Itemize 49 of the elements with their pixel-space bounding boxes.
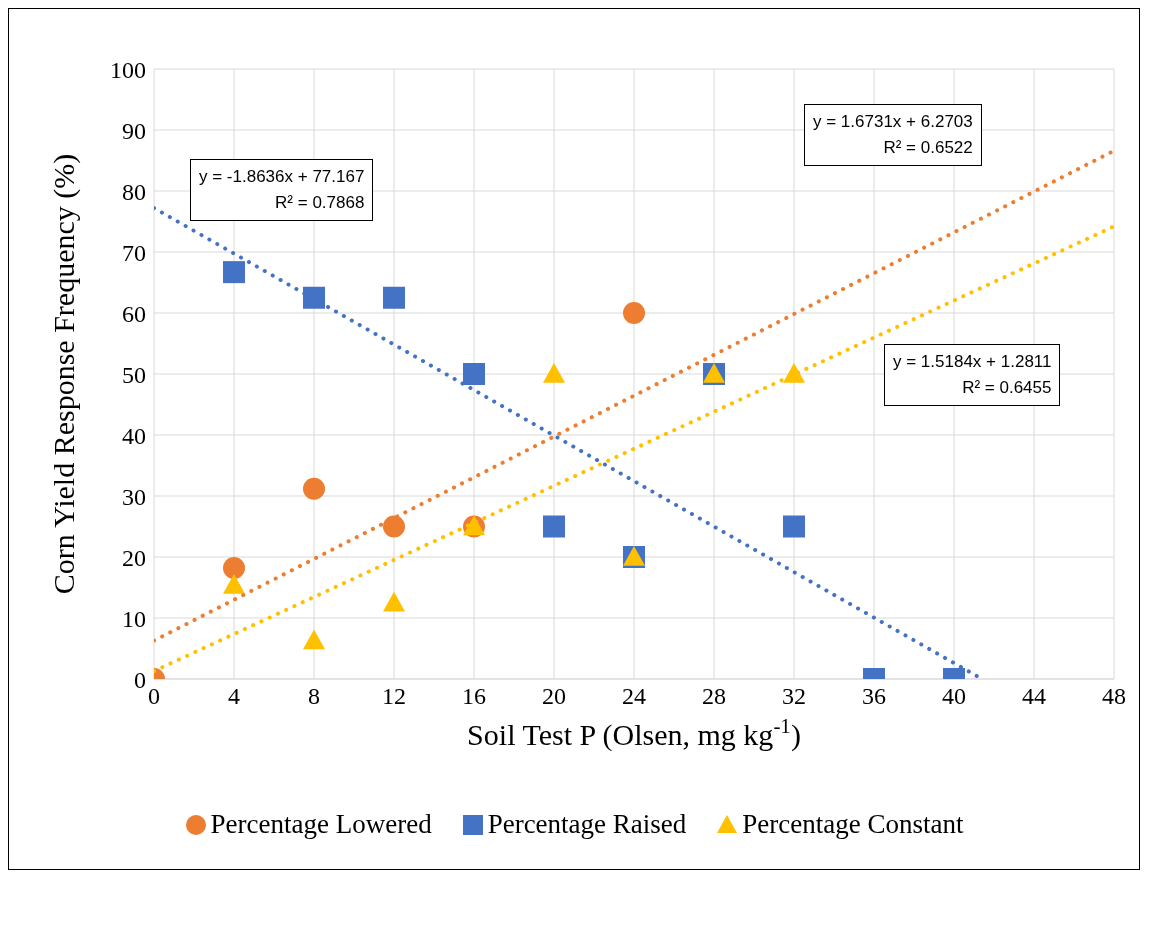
x-tick-label: 36 <box>862 683 886 710</box>
y-tick-label: 0 <box>134 666 146 693</box>
annotation: y = -1.8636x + 77.167 <box>199 165 365 188</box>
y-tick-label: 10 <box>122 605 146 632</box>
x-tick-label: 4 <box>228 683 240 710</box>
point <box>223 574 245 594</box>
y-axis-title: Corn Yield Response Frequency (%) <box>47 153 81 595</box>
y-tick-label: 100 <box>110 56 146 83</box>
point <box>303 477 325 500</box>
y-tick-label: 90 <box>122 117 146 144</box>
point <box>623 302 645 324</box>
y-tick-label: 40 <box>122 422 146 449</box>
point <box>463 363 485 385</box>
point <box>383 591 405 612</box>
point <box>383 286 405 309</box>
point <box>303 286 325 309</box>
annotation: y = 1.5184x + 1.2811 <box>893 351 1052 374</box>
point <box>223 556 245 579</box>
annotation: y = 1.6731x + 6.2703 <box>813 111 973 134</box>
annotation: R² = 0.6455 <box>961 377 1052 400</box>
y-tick-label: 50 <box>122 361 146 388</box>
point <box>783 363 805 383</box>
annotation: R² = 0.7868 <box>274 191 365 214</box>
annotation: R² = 0.6522 <box>882 137 973 160</box>
point <box>303 629 325 650</box>
point <box>223 261 245 284</box>
y-tick-label: 30 <box>122 483 146 510</box>
y-tick-label: 80 <box>122 178 146 205</box>
y-tick-label: 60 <box>122 300 146 327</box>
point <box>543 515 565 538</box>
x-tick-label: 28 <box>702 683 726 710</box>
x-tick-label: 40 <box>942 683 966 710</box>
y-tick-label: 20 <box>122 544 146 571</box>
x-tick-label: 20 <box>542 683 566 710</box>
y-tick-label: 70 <box>122 239 146 266</box>
legend-label: Percentage Raised <box>487 809 687 840</box>
point <box>543 363 565 383</box>
x-tick-label: 8 <box>308 683 320 710</box>
legend-label: Percentage Lowered <box>210 809 432 840</box>
x-tick-label: 24 <box>622 683 646 710</box>
x-tick-label: 16 <box>462 683 486 710</box>
x-tick-label: 32 <box>782 683 806 710</box>
x-tick-label: 48 <box>1102 683 1126 710</box>
point <box>783 515 805 538</box>
x-tick-label: 44 <box>1022 683 1046 710</box>
x-tick-label: 12 <box>382 683 406 710</box>
point <box>383 515 405 538</box>
legend-label: Percentage Constant <box>742 809 964 840</box>
x-axis-title: Soil Test P (Olsen, mg kg$^{-1}$) <box>467 714 801 752</box>
